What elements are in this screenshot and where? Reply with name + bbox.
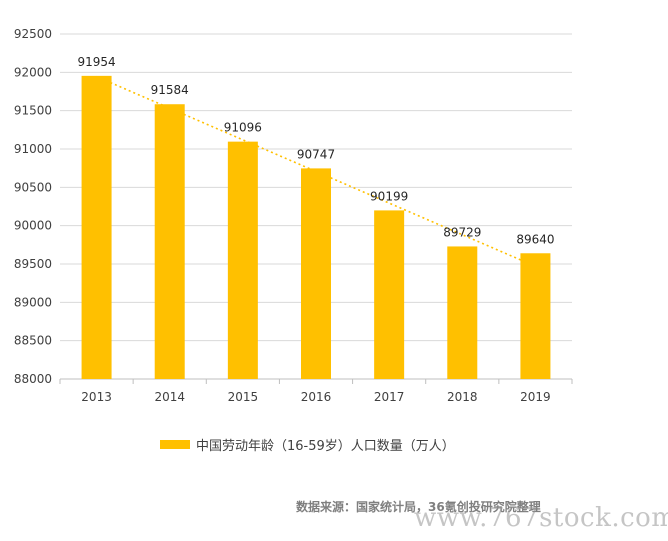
x-tick-label: 2016 [301,390,332,404]
x-tick-label: 2014 [154,390,185,404]
data-label: 89640 [516,232,554,246]
x-tick-label: 2015 [228,390,259,404]
x-tick-label: 2017 [374,390,405,404]
bars [81,75,551,380]
legend: 中国劳动年龄（16-59岁）人口数量（万人） [160,435,455,454]
y-tick-label: 90000 [14,219,52,233]
bar [520,253,551,379]
y-tick-label: 92000 [14,65,52,79]
legend-label: 中国劳动年龄（16-59岁）人口数量（万人） [196,439,455,454]
y-tick-label: 89500 [14,257,52,271]
y-tick-label: 92500 [14,27,52,41]
data-label: 89729 [443,225,481,239]
data-label: 90199 [370,189,408,203]
source-note: 数据来源：国家统计局，36氪创投研究院整理 [296,500,541,514]
y-tick-label: 88000 [14,372,52,386]
y-tick-label: 91500 [14,104,52,118]
y-tick-label: 91000 [14,142,52,156]
bar [447,246,478,379]
y-tick-label: 88500 [14,334,52,348]
data-label: 91584 [151,83,189,97]
data-label: 91954 [77,55,115,69]
y-axis-ticks: 88000 88500 89000 89500 90000 90500 91000 91500… [14,27,52,386]
x-tick-label: 2019 [520,390,551,404]
y-tick-label: 89000 [14,295,52,309]
bar [81,75,112,380]
data-label: 90747 [297,147,335,161]
bar-chart: 88000 88500 89000 89500 90000 90500 91000 91500… [14,27,573,404]
bar [154,104,185,379]
x-axis-ticks: 2013 2014 2015 2016 2017 2018 2019 [81,390,550,404]
data-labels: 91954 91584 91096 90747 90199 89729 89640 [77,55,554,246]
bar [301,168,331,379]
x-tick-label: 2013 [81,390,112,404]
watermark: www.767stock.com [414,503,668,533]
y-tick-label: 90500 [14,180,52,194]
legend-swatch [160,440,190,449]
bar [227,141,258,379]
data-label: 91096 [224,121,262,135]
bar [374,210,405,379]
x-tick-label: 2018 [447,390,478,404]
